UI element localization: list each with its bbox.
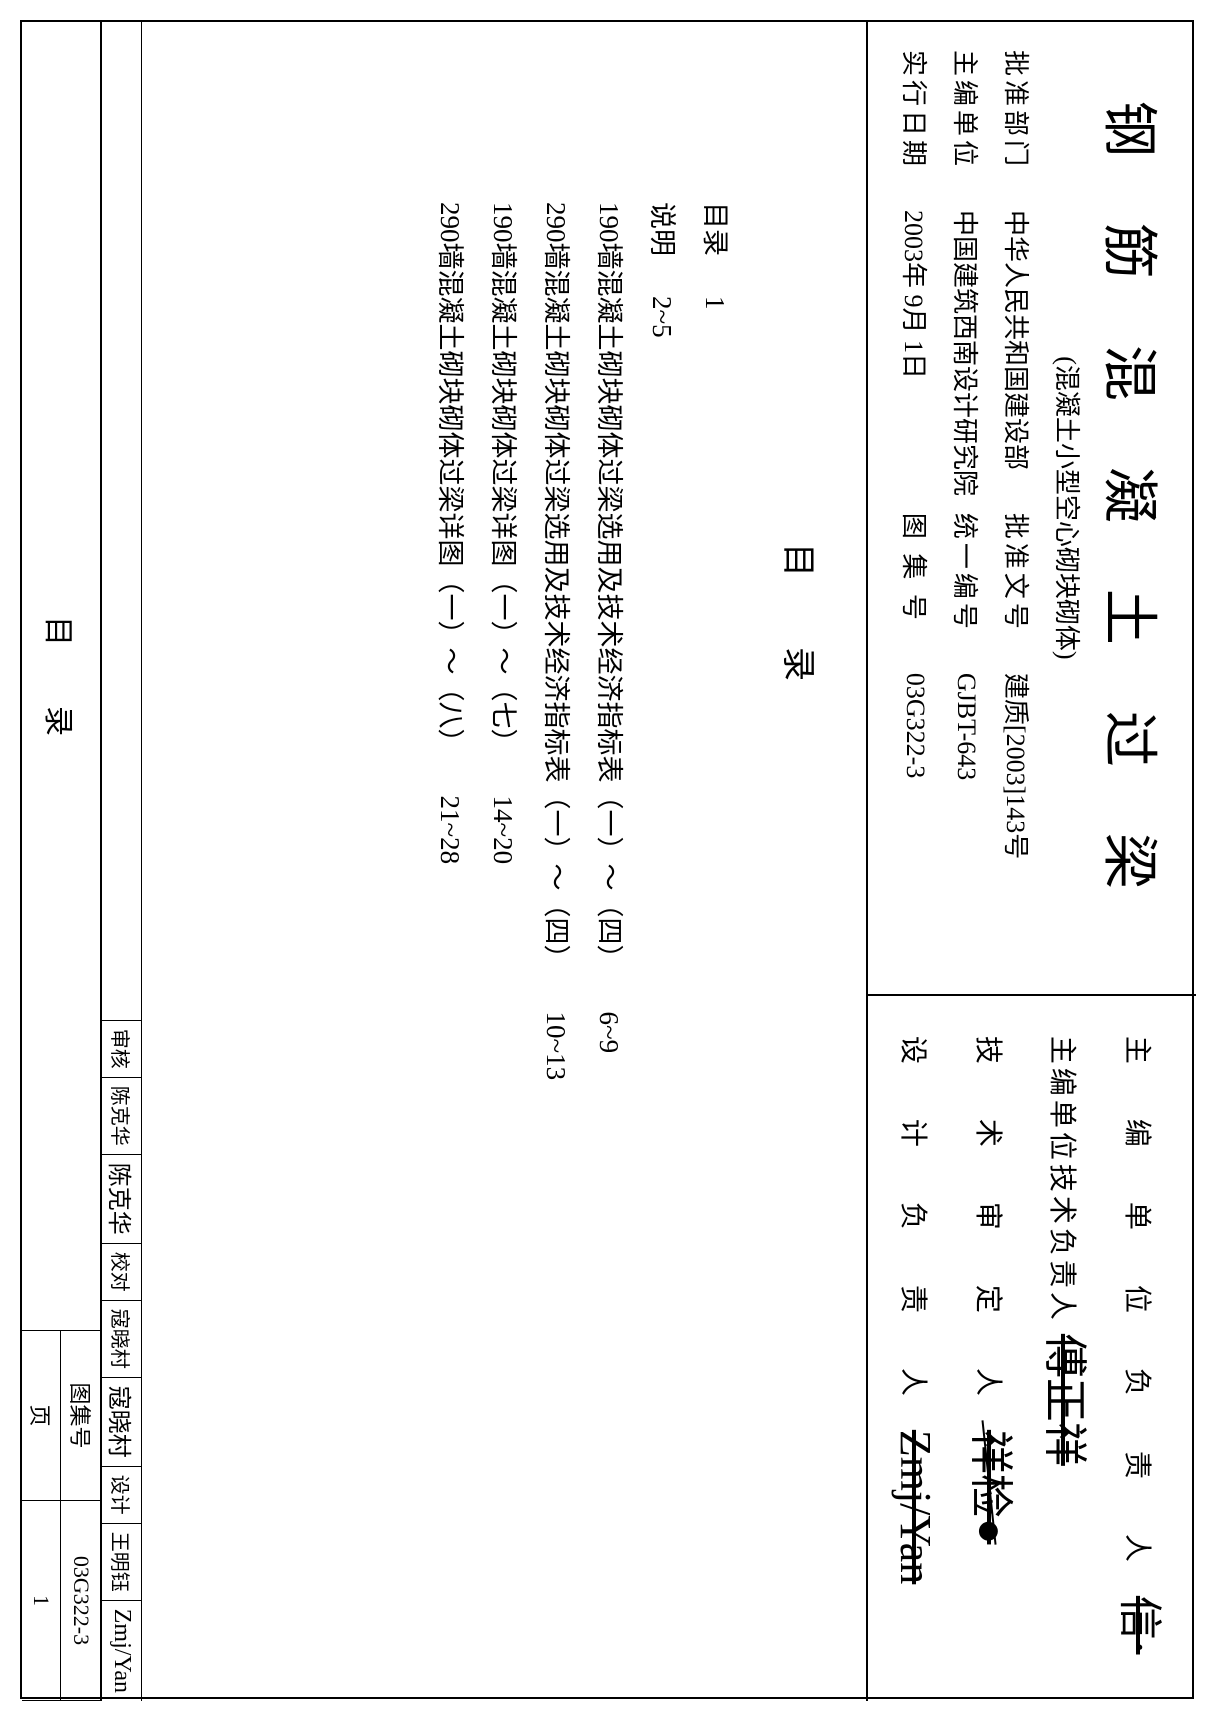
signature-label: 技 术 审 定 人 [970, 1036, 1010, 1420]
signature-row: 设 计 负 责 人Zmj/Yan [893, 1036, 937, 1673]
toc-list: 目录 1 说明 2~5 190墙混凝土砌块砌体过梁选用及技术经济指标表（一）～（四） 6~… [433, 202, 737, 1661]
sigstrip-name: 寇晓村 [102, 1301, 141, 1378]
kv-label: 实行日期 [897, 50, 934, 200]
sigstrip-label: 设计 [102, 1467, 141, 1524]
toc-text: 290墙混凝土砌块砌体过梁详图（一）～（八） [433, 202, 472, 756]
header-right-signatures: 主 编 单 位 负 责 人信· 主编单位技术负责人傅正祥技 术 审 定 人祥检● 设… [868, 996, 1196, 1701]
toc-pages: 6~9 [593, 1012, 624, 1132]
toc-pages: 2~5 [646, 296, 677, 416]
signature-label: 主 编 单 位 负 责 人 [1119, 1036, 1159, 1586]
kv-value: 中华人民共和国建设部 [999, 210, 1036, 503]
signature-label: 主编单位技术负责人 [1044, 1036, 1084, 1324]
toc-text: 290墙混凝土砌块砌体过梁选用及技术经济指标表（一）～（四） [539, 202, 578, 972]
sigstrip-sig: Zmj/Yan [102, 1601, 141, 1701]
kv-value: GJBT-643 [952, 673, 982, 966]
toc-heading: 目录 [777, 402, 826, 822]
toc-pages: 21~28 [434, 796, 465, 916]
kv-value: 建质[2003]143号 [999, 673, 1036, 966]
kv-label: 批准部门 [999, 50, 1036, 200]
sigstrip-label: 审核 [102, 1021, 141, 1078]
signature-glyph: 傅正祥 [1042, 1324, 1086, 1466]
toc-row: 说明 2~5 [645, 202, 684, 1661]
kv-value: 中国建筑西南设计研究院 [948, 210, 985, 503]
atlas-no-label: 图集号 [65, 1382, 97, 1448]
kv-value: 03G322-3 [901, 673, 931, 966]
page-no: 1 [28, 1595, 54, 1606]
sigstrip-label: 校对 [102, 1244, 141, 1301]
sigstrip-name: 王明钰 [102, 1524, 141, 1601]
atlas-no: 03G322-3 [68, 1556, 94, 1645]
footer-stamp: 图集号 页 [22, 1331, 100, 1501]
page-label: 页 [25, 1404, 57, 1426]
kv-label: 图 集 号 [897, 513, 934, 663]
signature-glyph: 祥检● [968, 1420, 1012, 1545]
signature-glyph: 信· [1117, 1586, 1161, 1655]
footer-sig-strip: 审核陈克华陈克华校对寇晓村寇晓村设计王明钰Zmj/Yan [102, 22, 142, 1701]
footer-stamp-values: 03G322-3 1 [22, 1501, 100, 1701]
doc-title: 钢 筋 混 凝 土 过 梁 [1093, 50, 1174, 966]
sigstrip-sig: 寇晓村 [102, 1378, 141, 1467]
toc-row: 290墙混凝土砌块砌体过梁详图（一）～（八） 21~28 [433, 202, 472, 1661]
toc-row: 目录 1 [698, 202, 737, 1661]
signature-row: 主 编 单 位 负 责 人信· [1117, 1036, 1161, 1673]
signature-label: 设 计 负 责 人 [895, 1036, 935, 1420]
toc-block: 目录 目录 1 说明 2~5 190墙混凝土砌块砌体过梁选用及技术经济指标表（一）～（四… [142, 22, 866, 1701]
sigstrip-name: 陈克华 [102, 1078, 141, 1155]
header-kv-grid: 批准部门中华人民共和国建设部批准文号建质[2003]143号 主编单位中国建筑西南… [897, 50, 1036, 966]
doc-subtitle: (混凝土小型空心砌块砌体) [1050, 50, 1087, 966]
toc-text: 190墙混凝土砌块砌体过梁选用及技术经济指标表（一）～（四） [592, 202, 631, 972]
signature-row: 技 术 审 定 人祥检● [968, 1036, 1012, 1673]
signature-glyph: Zmj/Yan [893, 1420, 937, 1584]
kv-label: 主编单位 [948, 50, 985, 200]
header-left: 钢 筋 混 凝 土 过 梁 (混凝土小型空心砌块砌体) 批准部门中华人民共和国建… [868, 22, 1196, 996]
kv-value: 2003年 9月 1日 [897, 210, 934, 503]
kv-label: 统一编号 [948, 513, 985, 663]
signature-row: 主编单位技术负责人傅正祥 [1042, 1036, 1086, 1673]
sigstrip-sig: 陈克华 [102, 1155, 141, 1244]
toc-text: 说明 [645, 202, 684, 256]
toc-text: 目录 [698, 202, 737, 256]
footer-panel-title: 目录 [22, 22, 100, 1331]
toc-pages: 10~13 [540, 1012, 571, 1132]
toc-row: 290墙混凝土砌块砌体过梁选用及技术经济指标表（一）～（四） 10~13 [539, 202, 578, 1661]
toc-row: 190墙混凝土砌块砌体过梁详图（一）～（七） 14~20 [486, 202, 525, 1661]
kv-label: 批准文号 [999, 513, 1036, 663]
header-block: 钢 筋 混 凝 土 过 梁 (混凝土小型空心砌块砌体) 批准部门中华人民共和国建… [866, 22, 1196, 1701]
landscape-page: 钢 筋 混 凝 土 过 梁 (混凝土小型空心砌块砌体) 批准部门中华人民共和国建… [22, 22, 1196, 1701]
toc-text: 190墙混凝土砌块砌体过梁详图（一）～（七） [486, 202, 525, 756]
footer-block: 目录 图集号 页 03G322-3 1 [22, 22, 102, 1701]
toc-pages: 1 [699, 296, 730, 416]
page-frame: 钢 筋 混 凝 土 过 梁 (混凝土小型空心砌块砌体) 批准部门中华人民共和国建… [20, 20, 1194, 1699]
toc-pages: 14~20 [487, 796, 518, 916]
toc-row: 190墙混凝土砌块砌体过梁选用及技术经济指标表（一）～（四） 6~9 [592, 202, 631, 1661]
